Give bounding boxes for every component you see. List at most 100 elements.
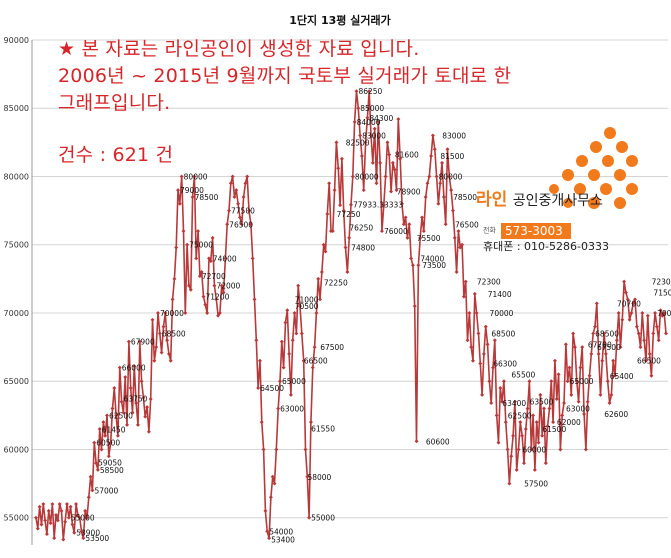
data-point (429, 154, 434, 158)
data-point (132, 364, 137, 369)
data-label: 70700 (617, 299, 641, 308)
data-point (314, 310, 319, 315)
data-point (197, 274, 202, 279)
data-point (511, 433, 516, 438)
data-point (445, 147, 450, 152)
data-point (664, 331, 668, 336)
data-label: 71400 (488, 290, 512, 299)
data-label: 54000 (269, 527, 293, 536)
data-label: 74000 (420, 254, 444, 263)
data-point (379, 229, 384, 234)
data-label: 72000 (216, 282, 240, 291)
data-point (250, 256, 255, 261)
data-point (41, 502, 46, 507)
data-point (192, 174, 197, 179)
data-point (463, 279, 468, 284)
data-point (170, 297, 175, 302)
data-point (520, 433, 525, 438)
data-point (505, 447, 510, 452)
data-point (369, 133, 374, 138)
data-point (296, 283, 301, 288)
data-point (654, 324, 659, 329)
data-point (74, 502, 79, 507)
data-point (61, 537, 66, 542)
y-tick-label: 90000 (4, 36, 29, 45)
data-point (112, 386, 117, 391)
data-point (423, 194, 428, 199)
data-point (418, 235, 423, 240)
data-label: 61450 (102, 426, 126, 435)
phone-row: 전화 573-3003 (483, 220, 571, 239)
data-point (185, 242, 190, 247)
data-point (645, 313, 650, 318)
data-label: 78500 (453, 193, 477, 202)
data-label: 72700 (202, 272, 226, 281)
data-point (150, 317, 155, 322)
data-point (618, 345, 623, 350)
data-point (531, 413, 536, 418)
data-point (54, 512, 59, 517)
data-label: 76500 (229, 220, 253, 229)
data-point (389, 189, 394, 194)
data-label: 75000 (189, 241, 213, 250)
data-label: 82500 (346, 138, 370, 147)
data-label: 66000 (122, 364, 146, 373)
data-label: 74800 (351, 243, 375, 252)
data-point (607, 401, 612, 406)
data-point (481, 351, 486, 356)
data-label: 65400 (610, 372, 634, 381)
data-point (245, 174, 250, 179)
data-point (527, 379, 532, 384)
data-point (427, 174, 432, 179)
data-point (623, 290, 628, 295)
data-point (518, 420, 523, 425)
data-label: 61500 (542, 425, 566, 434)
data-point (299, 331, 304, 336)
data-label: 66500 (637, 357, 661, 366)
data-point (416, 263, 421, 268)
data-label: 66500 (304, 357, 328, 366)
data-point (583, 447, 588, 452)
data-point (430, 133, 435, 138)
data-point (126, 339, 131, 344)
data-point (438, 181, 443, 186)
data-label: 67500 (320, 343, 344, 352)
data-point (452, 235, 457, 240)
data-point (440, 160, 445, 165)
brand-name-rest: 공인중개사무소 (512, 193, 603, 209)
data-label: 65500 (511, 370, 535, 379)
y-tick-label: 80000 (4, 172, 29, 181)
data-label: 75500 (417, 234, 441, 243)
data-point (318, 297, 323, 302)
data-point (301, 358, 306, 363)
data-point (106, 454, 111, 459)
data-point (99, 447, 104, 452)
data-point (392, 167, 397, 172)
data-label: 77933.33333 (353, 201, 403, 210)
data-point (156, 310, 160, 315)
brand-name: 라인 공인중개사무소 (476, 185, 603, 210)
data-point (336, 166, 341, 171)
data-point (642, 338, 647, 343)
data-label: 76000 (384, 227, 408, 236)
data-point (354, 89, 359, 94)
data-point (656, 338, 661, 343)
data-point (634, 324, 639, 329)
data-label: 64500 (260, 384, 284, 393)
data-point (283, 320, 288, 325)
data-label: 58000 (307, 473, 331, 482)
data-point (39, 522, 44, 527)
data-label: 53500 (85, 534, 109, 543)
data-point (372, 126, 377, 131)
data-point (88, 474, 93, 479)
data-point (135, 422, 140, 427)
data-point (614, 338, 619, 343)
data-point (332, 188, 337, 193)
data-point (383, 174, 388, 179)
data-label: 55000 (71, 514, 95, 523)
data-label: 81500 (440, 152, 464, 161)
data-point (194, 256, 199, 261)
data-point (70, 522, 75, 527)
